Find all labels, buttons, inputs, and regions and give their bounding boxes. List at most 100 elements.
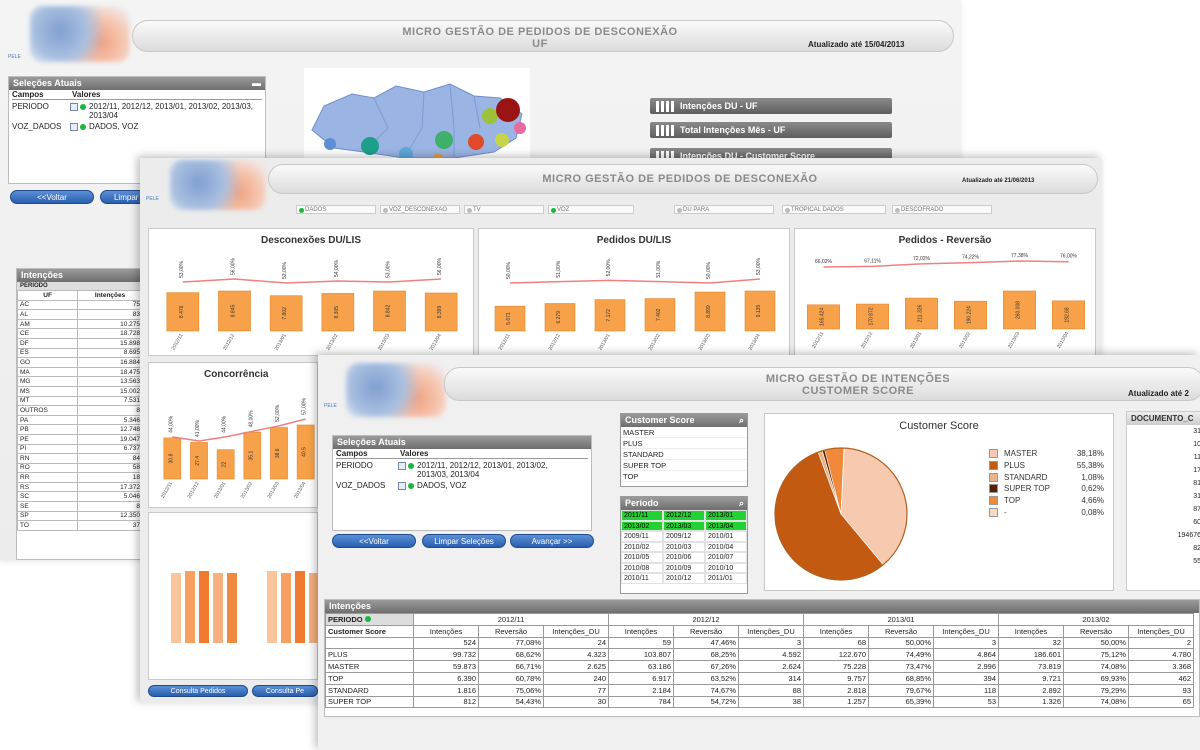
filter-tropical-dados[interactable]: TROPICAL DADOS: [782, 205, 886, 214]
list-item[interactable]: SUPER TOP: [621, 460, 747, 471]
periodo-item[interactable]: 2013/01: [705, 510, 747, 521]
periodo-item[interactable]: 2010/03: [663, 541, 705, 552]
legend-item[interactable]: STANDARD 1,08%: [989, 471, 1104, 483]
period-header[interactable]: 2012/11: [413, 613, 609, 626]
filter-descofrado[interactable]: DESCOFRADO: [892, 205, 992, 214]
periodo-item[interactable]: 2013/03: [663, 520, 705, 531]
list-item[interactable]: PLUS: [621, 438, 747, 449]
periodo-item[interactable]: 2010/09: [663, 562, 705, 573]
list-item[interactable]: MASTER: [621, 427, 747, 438]
checkbox-icon[interactable]: [70, 103, 78, 111]
filter-voz-desconexao[interactable]: VOZ_DESCONEXAO: [380, 205, 460, 214]
period-header[interactable]: 2013/02: [998, 613, 1194, 626]
selection-row[interactable]: PERIODO 2012/11, 2012/12, 2013/01, 2013/0…: [336, 461, 548, 479]
checkbox-icon[interactable]: [398, 462, 406, 470]
bar: [166, 292, 200, 332]
menu-total-intencoes-mes[interactable]: Total Intenções Mês - UF: [650, 122, 892, 138]
filter-du-para[interactable]: DU PARA: [674, 205, 774, 214]
list-item[interactable]: STANDARD: [621, 449, 747, 460]
periodo-item[interactable]: 2010/11: [621, 573, 663, 584]
bar-value-label: 8.899: [706, 305, 712, 318]
column-header[interactable]: Intenções_DU: [543, 624, 609, 638]
back-button[interactable]: <<Voltar: [10, 190, 94, 204]
clear-selections-button[interactable]: Limpar Seleções: [422, 534, 506, 548]
row-header[interactable]: Customer Score: [325, 624, 414, 638]
checkbox-icon[interactable]: [398, 482, 406, 490]
column-header[interactable]: Intenções: [803, 624, 869, 638]
column-header[interactable]: Intenções: [998, 624, 1064, 638]
forward-button[interactable]: Avançar >>: [510, 534, 594, 548]
periodo-item[interactable]: 2009/12: [663, 531, 705, 542]
periodo-item[interactable]: 2010/05: [621, 552, 663, 563]
period-header[interactable]: 2013/01: [803, 613, 999, 626]
x-tick-label: 2013/04: [293, 481, 307, 500]
column-header[interactable]: Intenções: [413, 624, 479, 638]
periodo-item[interactable]: 2010/02: [621, 541, 663, 552]
selection-row[interactable]: PERIODO 2012/11, 2012/12, 2013/01, 2013/0…: [12, 102, 253, 120]
chart-concorrencia: Concorrência 30.8 2012/11 44,00% 27.4 2012/1…: [148, 362, 318, 508]
status-dot-icon: [408, 463, 414, 469]
periodo-item[interactable]: 2010/10: [705, 562, 747, 573]
current-selections-panel: Seleções Atuais Campos Valores PERIODO 201…: [332, 435, 592, 531]
legend-item[interactable]: TOP 4,66%: [989, 495, 1104, 507]
table-row: SE 8: [16, 501, 143, 512]
bar-value-label: 8.399: [437, 306, 443, 319]
pie-outline: [774, 447, 908, 581]
consulta-pe-button[interactable]: Consulta Pe: [252, 685, 318, 697]
table-row: PE 19.047: [16, 433, 143, 445]
selection-row[interactable]: VOZ_DADOS DADOS, VOZ: [12, 122, 139, 131]
periodo-filter-cell[interactable]: PERIODO: [325, 613, 414, 626]
periodo-item[interactable]: 2010/06: [663, 552, 705, 563]
back-button[interactable]: <<Voltar: [332, 534, 416, 548]
page-title: MICRO GESTÃO DE PEDIDOS DE DESCONEXÃO UF: [402, 26, 678, 50]
filter-dados[interactable]: DADOS: [296, 205, 376, 214]
column-header[interactable]: Intenções: [608, 624, 674, 638]
legend-item[interactable]: MASTER 38,18%: [989, 448, 1104, 460]
table-cell: 16.884: [77, 357, 143, 368]
table-cell: 6.737: [77, 443, 143, 455]
periodo-item[interactable]: 2010/12: [663, 573, 705, 584]
periodo-item[interactable]: 2012/12: [663, 510, 705, 521]
checkbox-icon[interactable]: [70, 123, 78, 131]
x-tick-label: 2013/01: [597, 333, 611, 352]
periodo-filter[interactable]: PERIODO: [17, 282, 143, 290]
legend-item[interactable]: PLUS 55,38%: [989, 460, 1104, 472]
bar-value-label: 192.68: [1065, 307, 1071, 323]
table-cell: 4.592: [738, 648, 804, 662]
periodo-item[interactable]: 2011/01: [705, 573, 747, 584]
period-header[interactable]: 2012/12: [608, 613, 804, 626]
periodo-item[interactable]: 2010/08: [621, 562, 663, 573]
table-cell: 73,47%: [868, 660, 934, 673]
periodo-item[interactable]: 2013/02: [621, 520, 663, 531]
column-header[interactable]: Intenções_DU: [738, 624, 804, 638]
column-header[interactable]: UF: [16, 290, 79, 301]
column-header[interactable]: Reversão: [478, 624, 544, 638]
column-header[interactable]: Reversão: [673, 624, 739, 638]
consulta-pedidos-button[interactable]: Consulta Pedidos: [148, 685, 248, 697]
column-header[interactable]: Reversão: [868, 624, 934, 638]
column-header[interactable]: Intenções_DU: [933, 624, 999, 638]
column-header[interactable]: Reversão: [1063, 624, 1129, 638]
selection-row[interactable]: VOZ_DADOS DADOS, VOZ: [336, 481, 467, 490]
periodo-item[interactable]: 2010/01: [705, 531, 747, 542]
periodo-item[interactable]: 2013/04: [705, 520, 747, 531]
periodo-item[interactable]: 2009/11: [621, 531, 663, 542]
table-cell: 99.732: [413, 648, 479, 662]
column-header[interactable]: Intenções_DU: [1128, 624, 1194, 638]
brazil-map[interactable]: [304, 68, 530, 163]
bar: [1052, 300, 1085, 330]
periodo-item[interactable]: 2011/11: [621, 510, 663, 521]
column-header[interactable]: Intenções: [77, 290, 143, 301]
updated-label: Atualizado até 2: [1128, 389, 1189, 398]
legend-item[interactable]: SUPER TOP 0,62%: [989, 483, 1104, 495]
filter-tv[interactable]: TV: [464, 205, 544, 214]
list-item[interactable]: TOP: [621, 471, 747, 482]
table-cell: GO: [16, 357, 79, 368]
filter-voz[interactable]: VOZ: [548, 205, 634, 214]
legend-item[interactable]: - 0,08%: [989, 506, 1104, 518]
periodo-item[interactable]: 2010/07: [705, 552, 747, 563]
periodo-item[interactable]: 2010/04: [705, 541, 747, 552]
menu-intencoes-du-uf[interactable]: Intenções DU - UF: [650, 98, 892, 114]
table-cell: 4.864: [933, 648, 999, 662]
legend-label: -: [1004, 507, 1007, 517]
